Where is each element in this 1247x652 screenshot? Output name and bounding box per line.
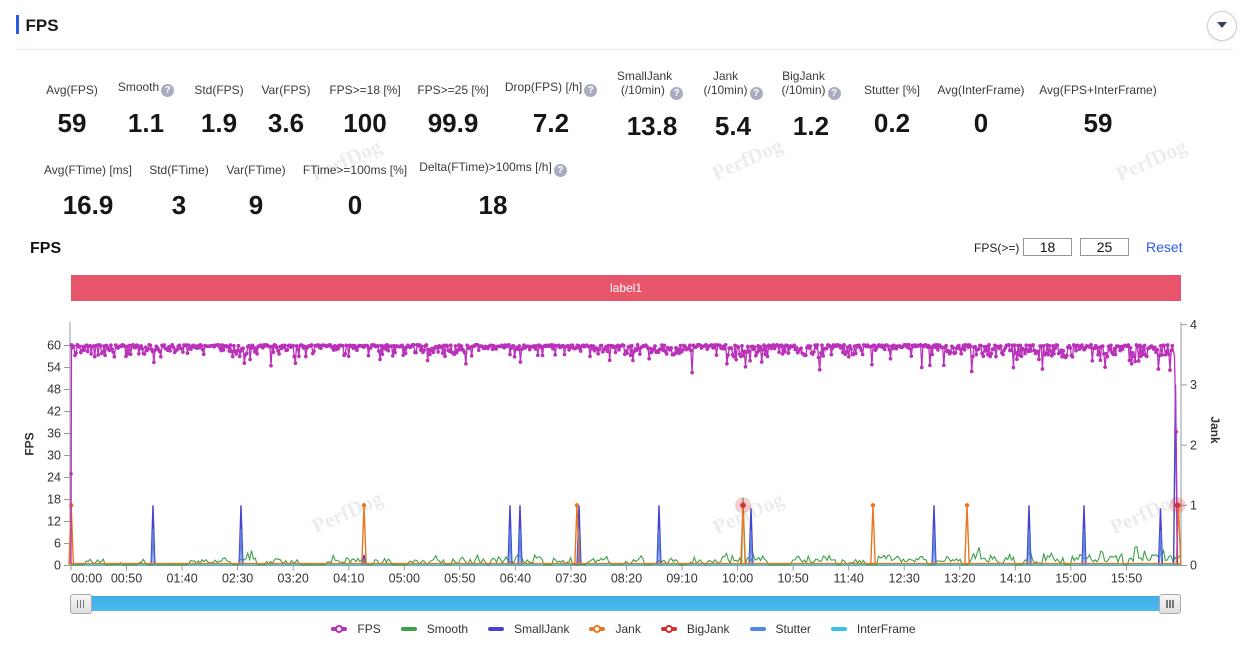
svg-text:02:30: 02:30	[222, 572, 253, 586]
svg-text:06:40: 06:40	[500, 572, 531, 586]
svg-text:08:20: 08:20	[611, 572, 642, 586]
svg-text:60: 60	[47, 339, 61, 353]
svg-text:00:50: 00:50	[111, 572, 142, 586]
svg-text:6: 6	[54, 537, 61, 551]
svg-text:13:20: 13:20	[944, 572, 975, 586]
svg-text:07:30: 07:30	[555, 572, 586, 586]
svg-text:Jank: Jank	[1208, 416, 1222, 444]
svg-text:03:20: 03:20	[278, 572, 309, 586]
svg-text:05:50: 05:50	[444, 572, 475, 586]
svg-text:30: 30	[47, 449, 61, 463]
svg-text:54: 54	[47, 361, 61, 375]
svg-text:10:00: 10:00	[722, 572, 753, 586]
svg-text:FPS: FPS	[23, 432, 37, 455]
svg-text:14:10: 14:10	[1000, 572, 1031, 586]
svg-text:0: 0	[1190, 559, 1197, 573]
svg-text:36: 36	[47, 427, 61, 441]
svg-text:09:10: 09:10	[666, 572, 697, 586]
svg-text:12:30: 12:30	[889, 572, 920, 586]
svg-text:24: 24	[47, 471, 61, 485]
svg-text:00:00: 00:00	[71, 572, 102, 586]
svg-text:3: 3	[1190, 378, 1197, 392]
svg-text:2: 2	[1190, 438, 1197, 452]
svg-text:18: 18	[47, 493, 61, 507]
svg-text:4: 4	[1190, 318, 1197, 332]
svg-text:42: 42	[47, 405, 61, 419]
svg-text:15:00: 15:00	[1055, 572, 1086, 586]
svg-text:11:40: 11:40	[834, 572, 864, 586]
svg-text:05:00: 05:00	[389, 572, 420, 586]
svg-text:01:40: 01:40	[166, 572, 197, 586]
svg-text:48: 48	[47, 383, 61, 397]
svg-text:15:50: 15:50	[1111, 572, 1142, 586]
svg-text:0: 0	[54, 559, 61, 573]
svg-text:12: 12	[47, 515, 61, 529]
svg-text:1: 1	[1190, 499, 1197, 513]
svg-text:04:10: 04:10	[333, 572, 364, 586]
svg-text:10:50: 10:50	[777, 572, 808, 586]
